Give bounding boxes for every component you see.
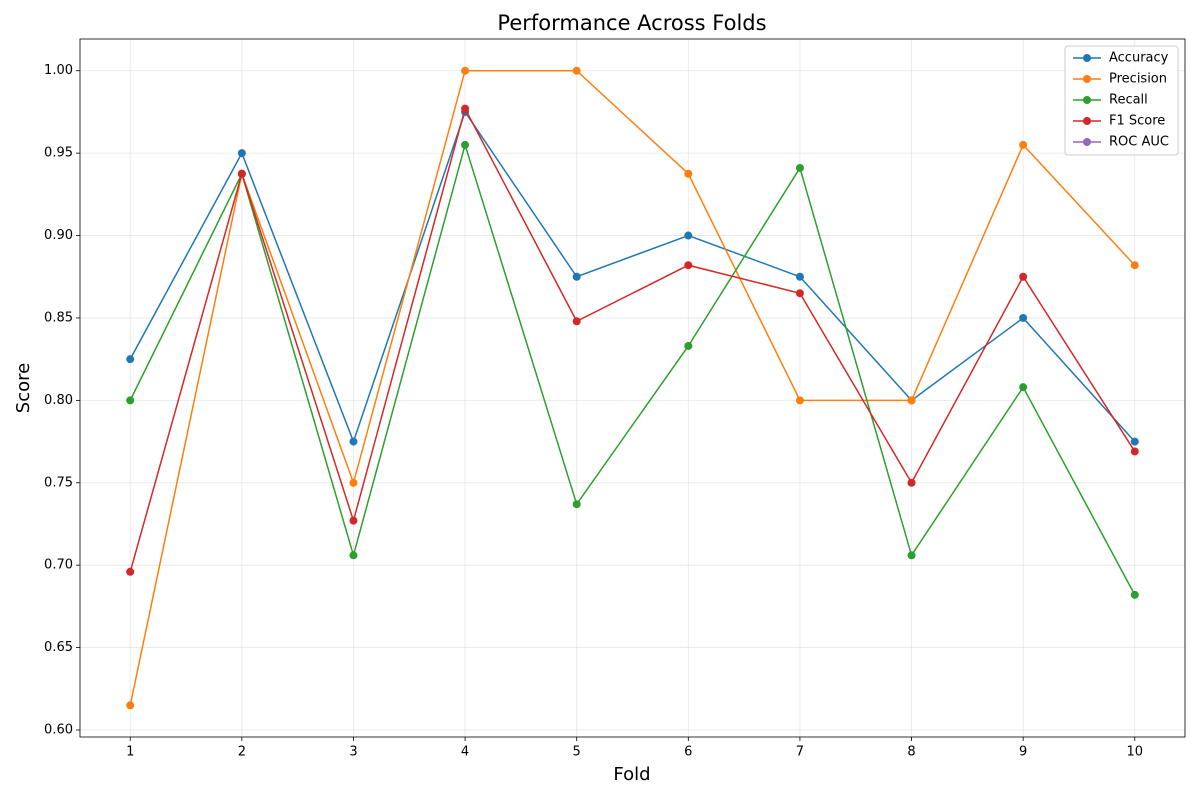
data-point xyxy=(1130,261,1139,270)
data-point xyxy=(349,551,358,560)
data-point xyxy=(684,261,693,270)
data-point xyxy=(572,272,581,281)
x-tick-label: 9 xyxy=(1019,745,1027,760)
y-tick-label: 0.60 xyxy=(44,722,73,737)
data-point xyxy=(126,701,135,710)
data-point xyxy=(572,66,581,75)
data-point xyxy=(795,163,804,172)
data-point xyxy=(126,567,135,576)
y-tick-label: 0.65 xyxy=(44,640,73,655)
y-tick-label: 0.85 xyxy=(44,310,73,325)
data-point xyxy=(349,516,358,525)
series-line xyxy=(129,69,1136,706)
data-point xyxy=(461,104,470,113)
data-point xyxy=(1130,590,1139,599)
data-point xyxy=(461,140,470,149)
x-tick-label: 4 xyxy=(461,745,469,760)
data-point xyxy=(1019,313,1028,322)
data-point xyxy=(126,355,135,364)
legend-marker xyxy=(1083,117,1091,125)
data-point xyxy=(461,66,470,75)
data-point xyxy=(126,396,135,405)
y-tick-label: 0.95 xyxy=(44,146,73,161)
legend-label: ROC AUC xyxy=(1109,135,1169,150)
y-tick-label: 0.70 xyxy=(44,558,73,573)
legend-label: Accuracy xyxy=(1109,51,1169,66)
y-tick-label: 0.90 xyxy=(44,228,73,243)
legend-label: Recall xyxy=(1109,93,1148,108)
data-point xyxy=(795,396,804,405)
data-point xyxy=(684,169,693,178)
data-point xyxy=(795,289,804,298)
x-tick-label: 7 xyxy=(796,745,804,760)
legend-marker xyxy=(1083,138,1091,146)
y-tick-label: 1.00 xyxy=(44,63,73,78)
y-tick-label: 0.80 xyxy=(44,393,73,408)
data-point xyxy=(907,478,916,487)
data-point xyxy=(684,341,693,350)
x-tick-label: 6 xyxy=(684,745,692,760)
data-point xyxy=(1019,140,1028,149)
data-point xyxy=(795,272,804,281)
x-tick-label: 2 xyxy=(238,745,246,760)
y-axis-label: Score xyxy=(13,363,34,413)
data-point xyxy=(1130,447,1139,456)
y-tick-label: 0.75 xyxy=(44,475,73,490)
legend-marker xyxy=(1083,75,1091,83)
data-point xyxy=(237,149,246,158)
series-line xyxy=(129,142,1136,596)
data-point xyxy=(349,437,358,446)
data-point xyxy=(684,231,693,240)
legend-marker xyxy=(1083,96,1091,104)
data-point xyxy=(572,500,581,509)
series-line xyxy=(129,106,1136,572)
x-axis-label: Fold xyxy=(613,764,650,785)
x-tick-label: 5 xyxy=(573,745,581,760)
data-point xyxy=(907,396,916,405)
legend-marker xyxy=(1083,54,1091,62)
legend-box xyxy=(1064,45,1179,156)
data-point xyxy=(907,551,916,560)
chart-title: Performance Across Folds xyxy=(497,11,766,35)
legend-label: F1 Score xyxy=(1109,114,1165,129)
data-point xyxy=(1019,272,1028,281)
x-tick-label: 8 xyxy=(907,745,915,760)
x-tick-label: 1 xyxy=(126,745,134,760)
data-point xyxy=(572,317,581,326)
legend-label: Precision xyxy=(1109,72,1167,87)
series-line xyxy=(129,110,1136,444)
x-tick-label: 10 xyxy=(1126,745,1143,760)
data-point xyxy=(237,169,246,178)
data-point xyxy=(349,478,358,487)
legend: Accuracy Precision Recall F1 Score ROC AUC xyxy=(1064,45,1179,156)
data-point xyxy=(1130,437,1139,446)
plot-frame xyxy=(79,38,1186,738)
x-tick-label: 3 xyxy=(349,745,357,760)
data-point xyxy=(1019,383,1028,392)
